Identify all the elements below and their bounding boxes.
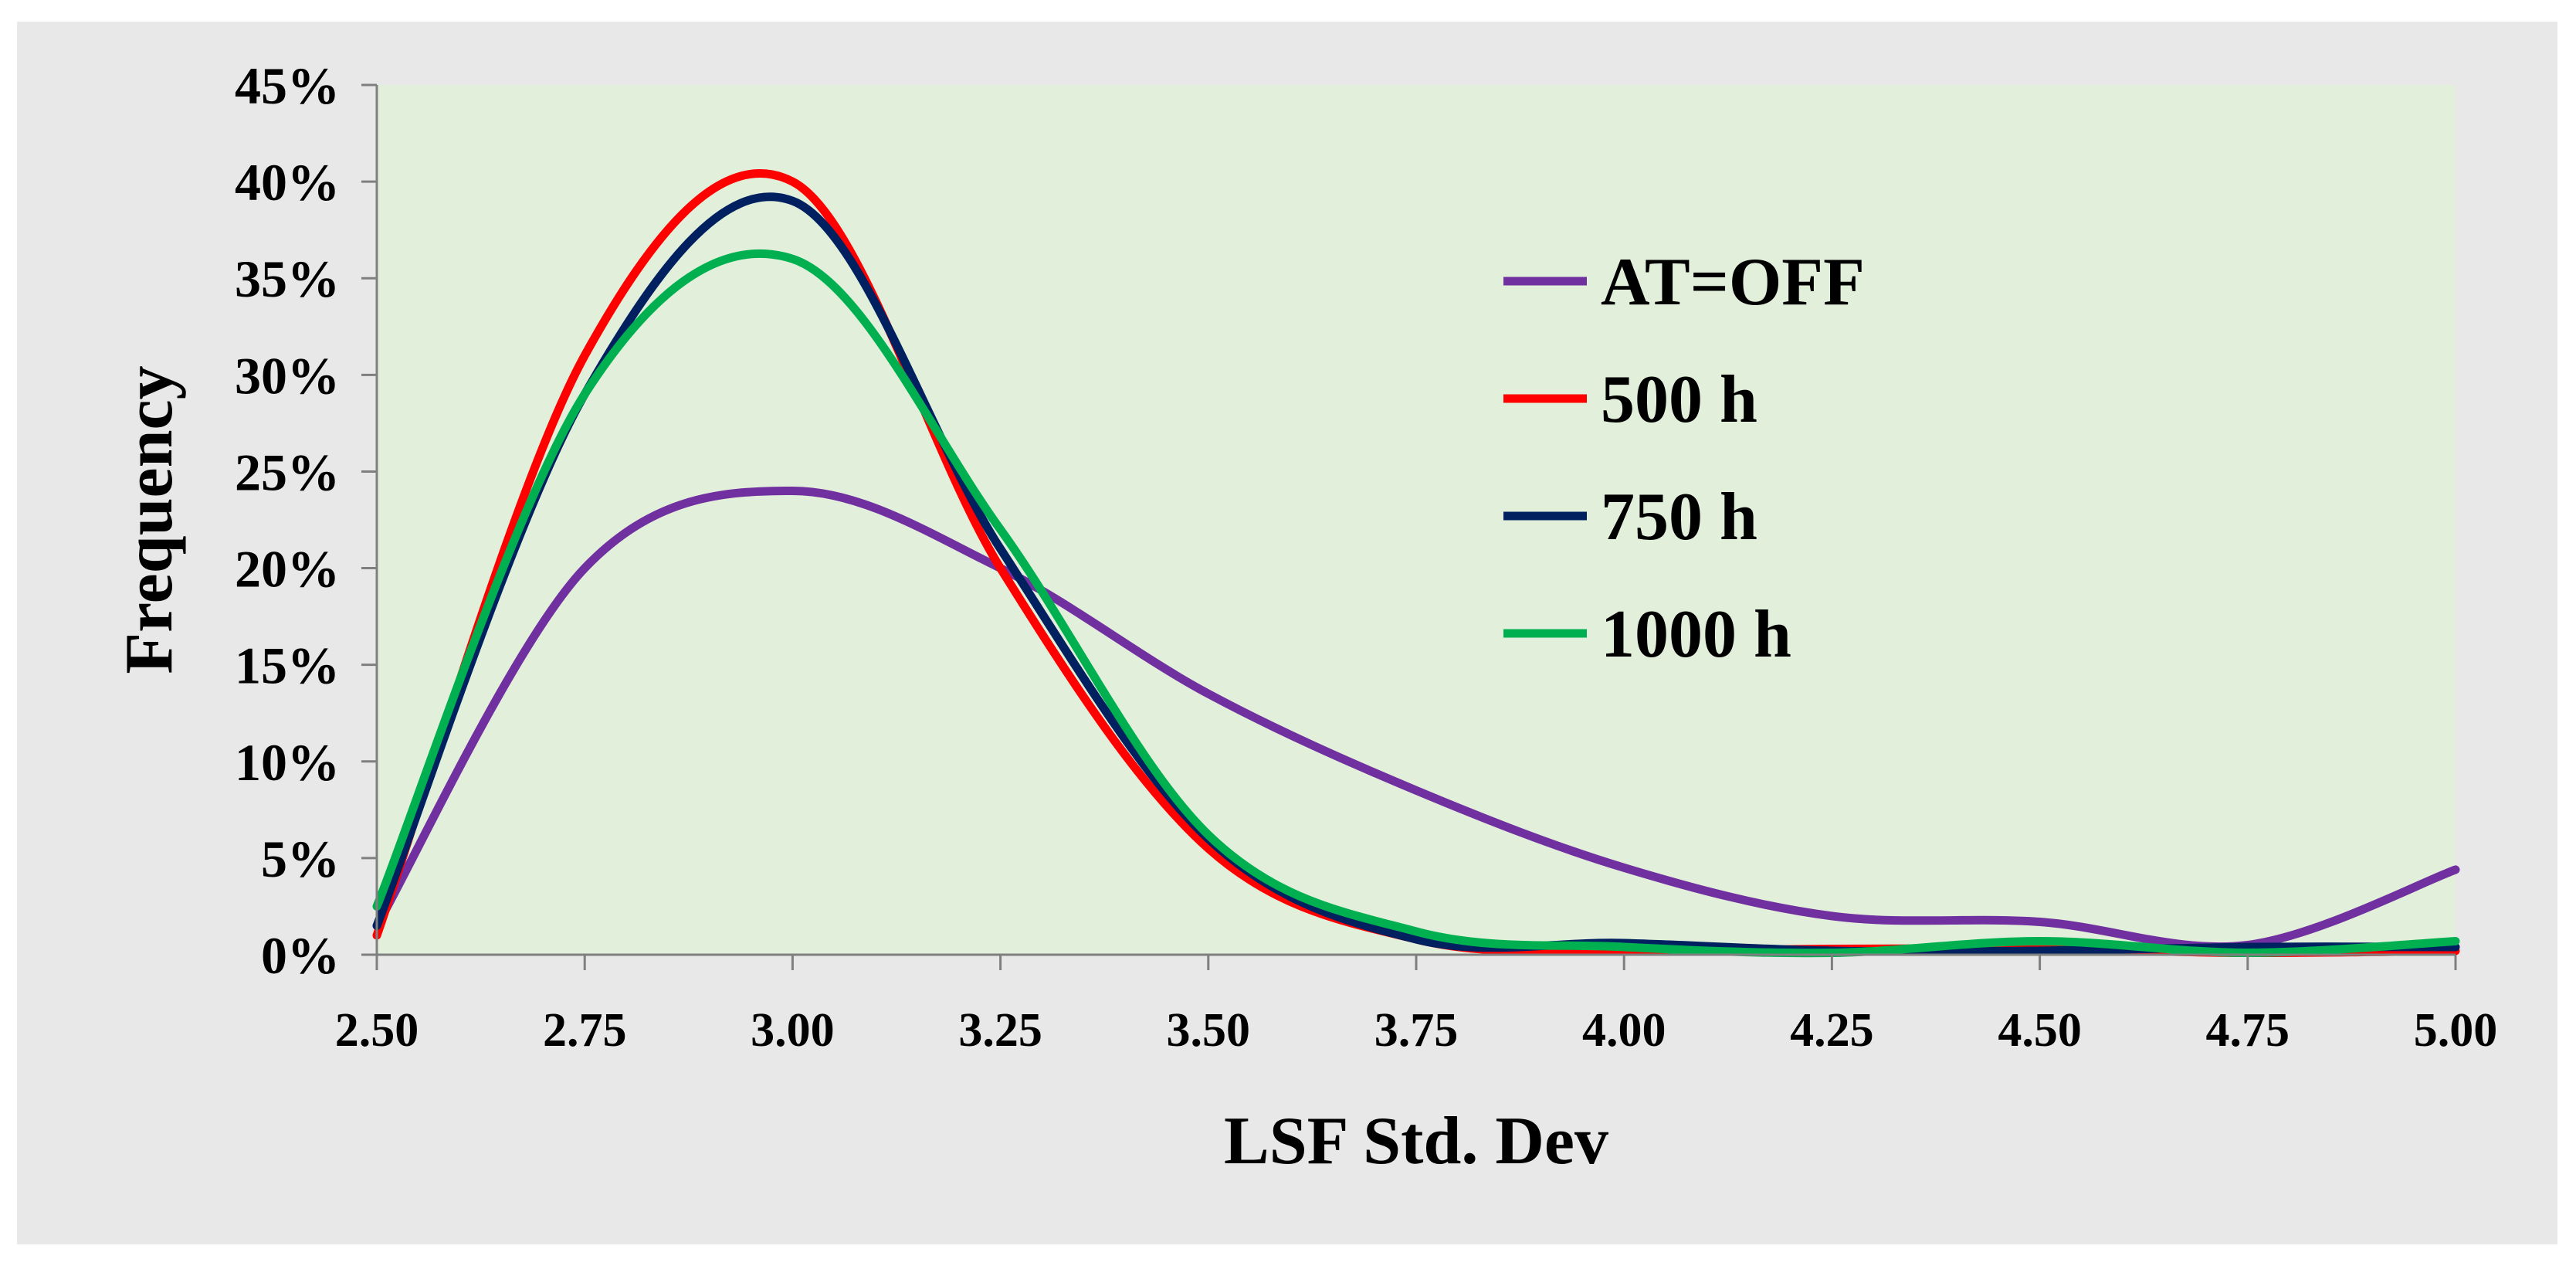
x-tick-label: 2.50	[335, 1004, 419, 1057]
line-chart: 0% 5% 10% 15% 20% 25% 30% 35% 40% 45% 2.50 2.75 3.0…	[112, 56, 2498, 1179]
legend-label-at-off: AT=OFF	[1601, 245, 1865, 320]
x-tick-label: 2.75	[543, 1004, 627, 1057]
chart-frame: 0% 5% 10% 15% 20% 25% 30% 35% 40% 45% 2.50 2.75 3.0…	[17, 22, 2557, 1244]
x-tick-label: 4.00	[1582, 1004, 1666, 1057]
x-tick-label: 4.50	[1998, 1004, 2082, 1057]
y-tick-label: 25%	[235, 443, 340, 501]
series-line-at-off	[372, 486, 2460, 952]
legend: AT=OFF 500 h 750 h 1000 h	[1503, 245, 1865, 672]
y-tick-label: 30%	[235, 346, 340, 405]
series-line-1000-h	[372, 249, 2460, 958]
y-axis-title: Frequency	[112, 365, 187, 674]
y-tick-label: 20%	[235, 540, 340, 599]
y-axis-ticks: 0% 5% 10% 15% 20% 25% 30% 35% 40% 45%	[235, 56, 377, 985]
x-tick-label: 3.50	[1167, 1004, 1251, 1057]
y-tick-label: 15%	[235, 636, 340, 695]
x-tick-label: 4.25	[1790, 1004, 1874, 1057]
series-layer	[372, 169, 2460, 958]
y-tick-label: 10%	[235, 733, 340, 792]
x-axis-ticks: 2.50 2.75 3.00 3.25 3.50 3.75 4.00 4.25 4.50 4.75…	[335, 955, 2498, 1057]
plot-area	[377, 85, 2456, 955]
y-tick-label: 45%	[235, 56, 340, 115]
y-tick-label: 5%	[261, 830, 340, 888]
legend-label-500-h: 500 h	[1601, 362, 1757, 437]
x-axis-title: LSF Std. Dev	[1224, 1104, 1608, 1179]
y-tick-label: 40%	[235, 153, 340, 212]
x-tick-label: 3.00	[751, 1004, 835, 1057]
x-tick-label: 5.00	[2414, 1004, 2498, 1057]
x-tick-label: 3.25	[958, 1004, 1042, 1057]
legend-label-750-h: 750 h	[1601, 480, 1757, 555]
x-tick-label: 4.75	[2206, 1004, 2290, 1057]
x-tick-label: 3.75	[1374, 1004, 1459, 1057]
legend-label-1000-h: 1000 h	[1601, 597, 1791, 672]
y-tick-label: 35%	[235, 249, 340, 308]
y-tick-label: 0%	[261, 926, 340, 985]
